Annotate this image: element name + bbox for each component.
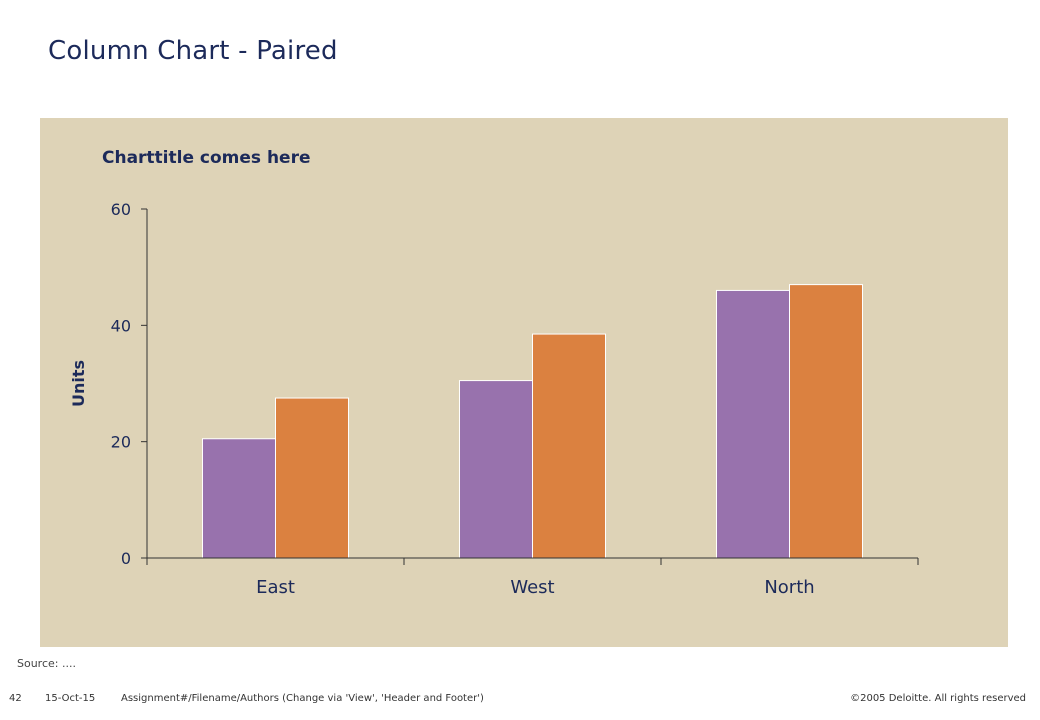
bar-east-series-2 [275,397,349,559]
x-tick-label-north: North [764,577,814,598]
x-tick-label-east: East [256,577,295,598]
footer-page-number: 42 [9,693,22,704]
column-chart: 0 20 40 60 East West North Units [69,200,919,598]
bar-north-series-1 [716,289,790,559]
chart-panel: Charttitle comes here 0 20 40 60 East West Nor… [40,118,1008,647]
y-tick-label-20: 20 [111,433,131,452]
bar-east-series-1 [202,438,276,559]
source-note: Source: .... [17,657,76,670]
footer-date: 15-Oct-15 [45,693,96,704]
slide-title: Column Chart - Paired [48,36,338,66]
y-tick-label-60: 60 [111,200,131,219]
y-tick-label-40: 40 [111,316,131,335]
bar-north-series-2 [789,284,863,559]
footer-file-path: Assignment#/Filename/Authors (Change via… [121,693,484,704]
y-axis-label: Units [69,360,88,407]
footer-copyright: ©2005 Deloitte. All rights reserved [850,693,1026,704]
bar-west-series-1 [459,380,533,559]
chart-title: Charttitle comes here [102,148,311,168]
y-tick-label-0: 0 [121,549,131,568]
x-tick-label-west: West [510,577,554,598]
bar-west-series-2 [532,333,606,559]
